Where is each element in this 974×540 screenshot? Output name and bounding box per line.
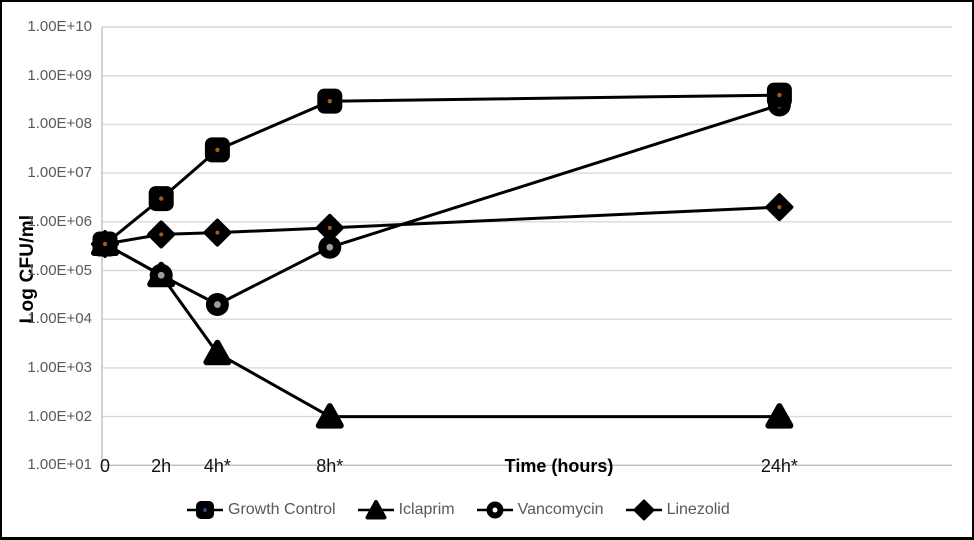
x-axis-title: Time (hours) (504, 456, 614, 476)
y-axis-tick: 1.00E+05 (27, 261, 92, 279)
y-axis-tick: 1.00E+06 (27, 212, 92, 230)
x-axis-tick: 0 (99, 456, 110, 476)
square-marker-dot (215, 147, 220, 153)
square-marker-icon (187, 501, 223, 519)
x-axis-tick: 8h* (316, 456, 344, 476)
triangle-marker (315, 403, 344, 429)
diamond-marker-dot (215, 230, 220, 235)
diamond-marker-dot (327, 225, 332, 230)
x-axis-tick: 24h* (760, 456, 798, 476)
y-axis-tick: 1.00E+02 (27, 407, 92, 425)
legend-item-vancomycin: Vancomycin (476, 498, 604, 522)
y-axis-tick: 1.00E+03 (27, 358, 92, 376)
legend-label: Iclaprim (398, 501, 455, 518)
y-axis-tick: 1.00E+01 (27, 456, 92, 474)
legend-label: Linezolid (666, 501, 730, 518)
square-marker-dot (777, 92, 782, 98)
legend-item-growth-control: Growth Control (186, 498, 336, 522)
x-axis-tick: 4h* (203, 456, 231, 476)
y-axis-tick: 1.00E+09 (27, 66, 92, 84)
circle-marker-dot (326, 243, 334, 251)
square-marker-dot (327, 98, 332, 104)
y-axis-tick: 1.00E+10 (27, 18, 92, 35)
circle-marker-dot (157, 271, 165, 279)
legend-label: Vancomycin (517, 501, 604, 518)
y-axis-tick: 1.00E+08 (27, 115, 92, 133)
series-line-vancomycin (103, 103, 781, 306)
diamond-marker-dot (777, 205, 782, 210)
legend-label: Growth Control (228, 501, 336, 518)
circle-marker-dot (214, 301, 221, 308)
triangle-marker (203, 339, 232, 366)
triangle-marker-icon (357, 500, 394, 520)
diamond-marker-icon (625, 499, 662, 521)
x-axis-tick: 2h (151, 456, 172, 476)
circle-marker-icon (476, 501, 513, 519)
legend: Growth Control Iclaprim Vancomycin Linez… (186, 494, 730, 526)
diamond-marker-dot (159, 232, 164, 237)
square-marker-dot (159, 196, 164, 201)
y-axis-tick: 1.00E+07 (27, 164, 92, 182)
legend-item-iclaprim: Iclaprim (357, 498, 455, 522)
legend-item-linezolid: Linezolid (625, 498, 730, 522)
triangle-marker (765, 403, 794, 429)
square-marker-dot (102, 241, 108, 247)
y-axis-tick: 1.00E+04 (27, 310, 92, 328)
